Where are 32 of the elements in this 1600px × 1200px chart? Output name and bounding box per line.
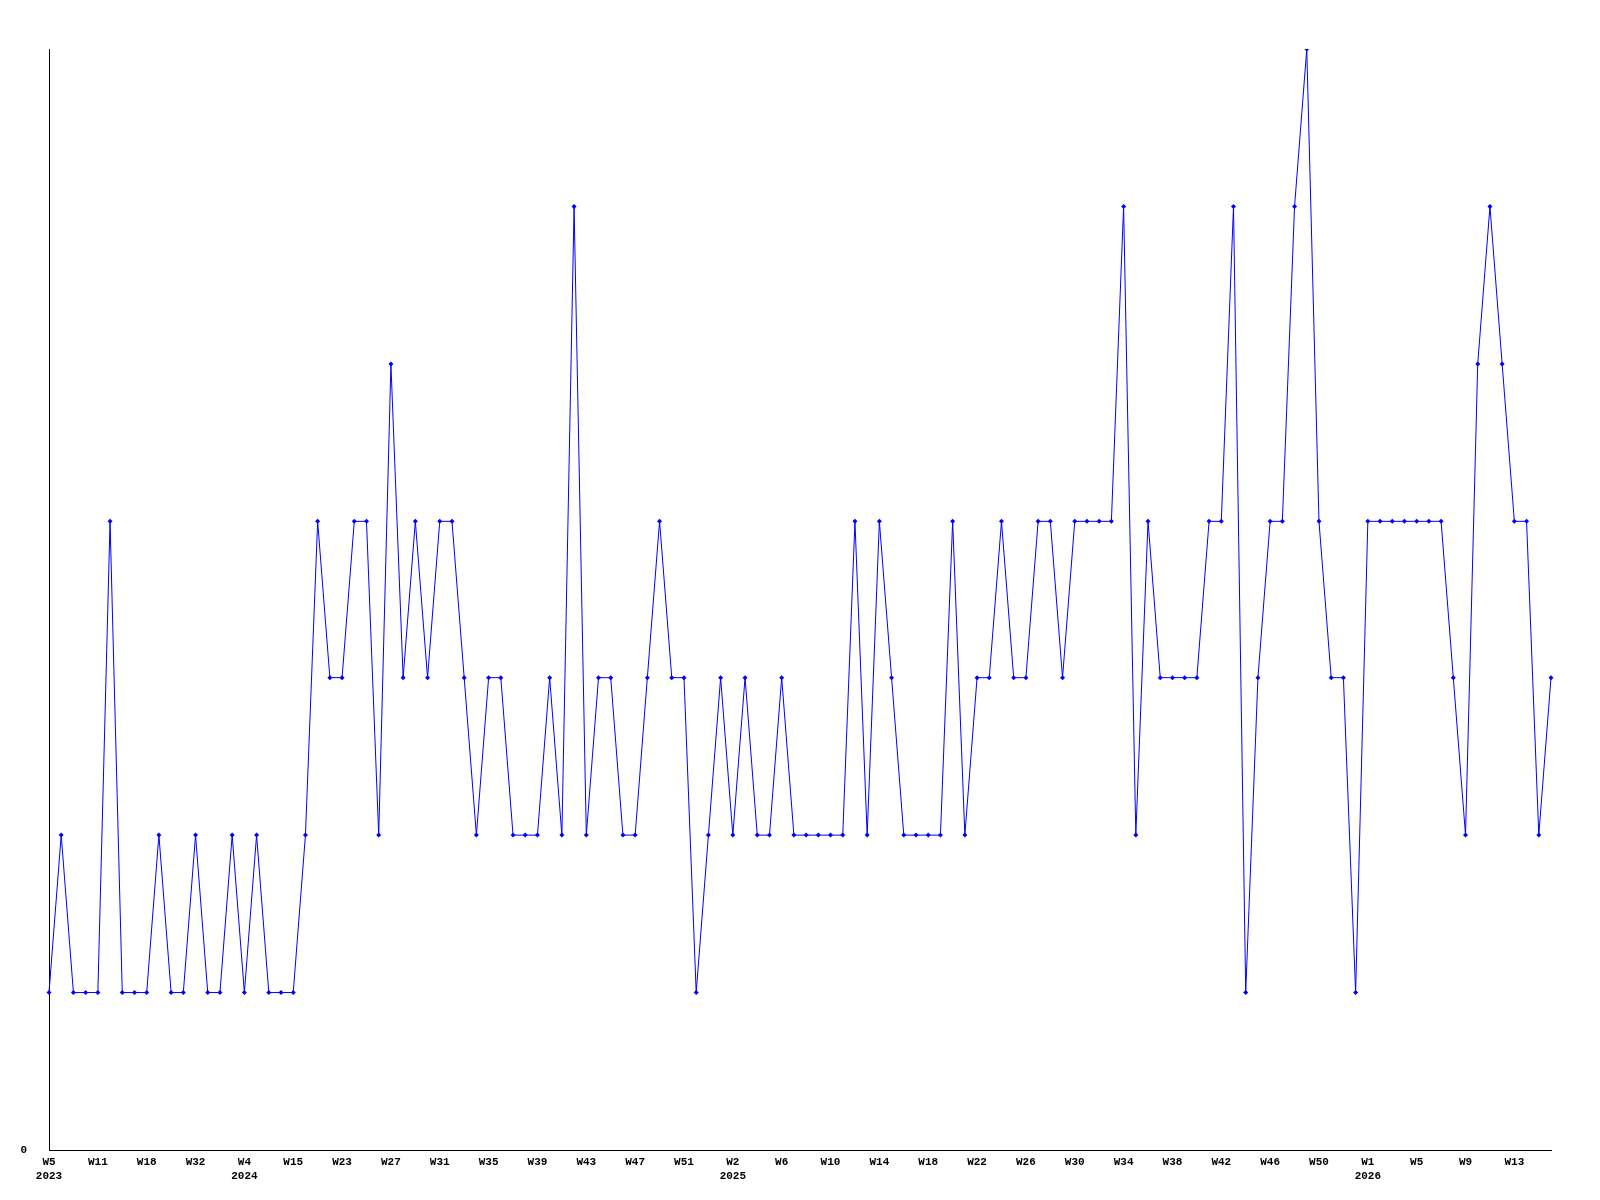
x-tick-label: W27	[381, 1156, 401, 1169]
x-tick-label: W6	[775, 1156, 789, 1169]
x-tick-label: W2 2025	[719, 1156, 747, 1182]
x-tick-label: W32	[185, 1156, 206, 1169]
x-tick-label: W5 2023	[35, 1156, 63, 1182]
x-tick-label: W50	[1309, 1156, 1329, 1169]
x-tick-label: W10	[820, 1156, 841, 1169]
x-tick-label: W26	[1016, 1156, 1036, 1169]
x-tick-label: W4 2024	[231, 1156, 258, 1182]
x-tick-label: W22	[967, 1156, 987, 1169]
x-tick-label: W13	[1504, 1156, 1525, 1169]
x-tick-label: W23	[332, 1156, 353, 1169]
x-tick-label: W1 2026	[1354, 1156, 1382, 1182]
x-tick-label: W14	[869, 1156, 890, 1169]
x-tick-label: W30	[1064, 1156, 1085, 1169]
x-tick-label: W15	[283, 1156, 304, 1169]
x-tick-label: W42	[1211, 1156, 1232, 1169]
x-tick-label: W34	[1113, 1156, 1134, 1169]
x-tick-label: W11	[87, 1156, 109, 1169]
x-tick-label: W9	[1458, 1156, 1473, 1169]
x-tick-label: W46	[1260, 1156, 1281, 1169]
x-tick-label: W31	[429, 1156, 451, 1169]
x-tick-label: W51	[674, 1156, 695, 1169]
text: 0	[20, 1143, 27, 1156]
x-tick-label: W18	[136, 1156, 157, 1169]
x-tick-label: W5	[1410, 1156, 1424, 1169]
x-tick-label: W47	[625, 1156, 646, 1169]
x-tick-label: W39	[527, 1156, 548, 1169]
x-tick-label: W38	[1162, 1156, 1183, 1169]
x-tick-label: W18	[918, 1156, 939, 1169]
x-tick-label: W35	[478, 1156, 499, 1169]
x-tick-label: W43	[576, 1156, 597, 1169]
